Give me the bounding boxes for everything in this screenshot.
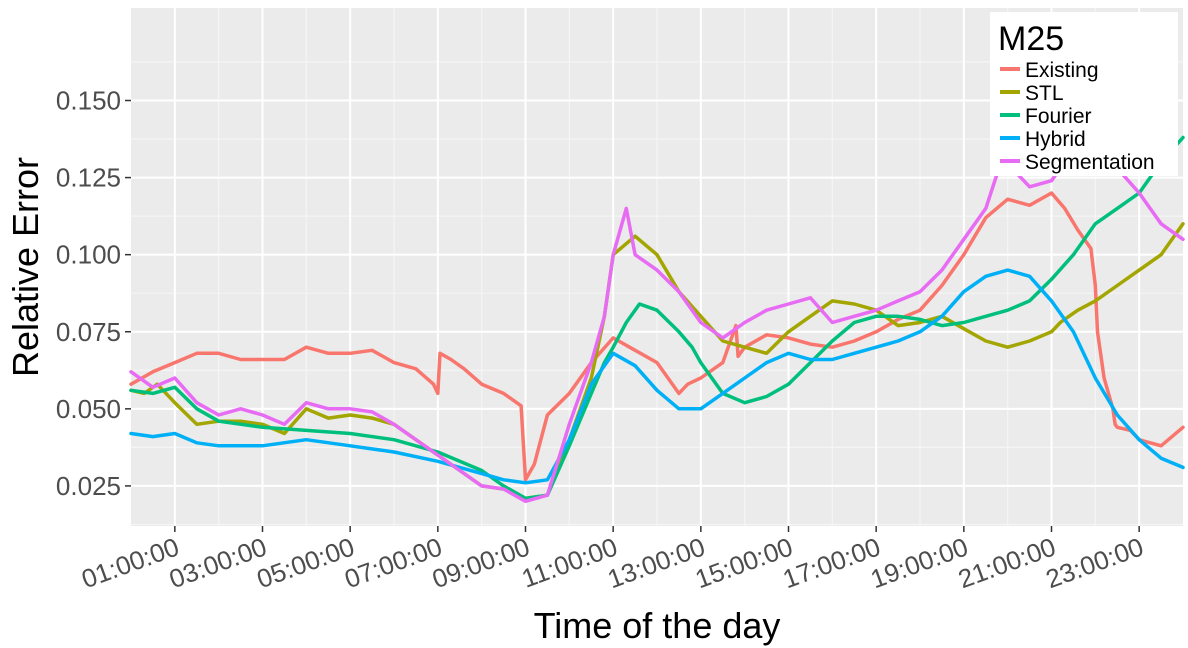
x-tick-label: 01:00:00 xyxy=(78,531,183,594)
y-axis: 0.025 0.050 0.075 0.100 0.125 0.150 xyxy=(56,86,131,501)
series-line-existing xyxy=(129,191,1185,482)
x-tick-label: 05:00:00 xyxy=(253,531,358,594)
legend-label-segmentation: Segmentation xyxy=(1025,151,1155,174)
x-tick-label: 15:00:00 xyxy=(691,531,796,594)
x-tick-label: 21:00:00 xyxy=(954,531,1059,594)
y-tick-label: 0.025 xyxy=(56,471,121,501)
y-tick-label: 0.125 xyxy=(56,163,121,193)
legend-label-stl: STL xyxy=(1025,82,1064,105)
series-lines xyxy=(129,46,1185,504)
grid-minor xyxy=(131,8,1183,526)
legend-background xyxy=(990,12,1178,176)
x-tick-label: 11:00:00 xyxy=(518,531,622,593)
x-axis: 01:00:0003:00:0005:00:0007:00:0009:00:00… xyxy=(78,526,1147,594)
y-axis-title: Relative Error xyxy=(5,157,46,377)
x-tick-label: 03:00:00 xyxy=(165,531,270,594)
x-tick-label: 17:00:00 xyxy=(779,531,884,594)
series-line-stl xyxy=(129,222,1185,501)
x-tick-label: 07:00:00 xyxy=(341,531,446,594)
x-tick-label: 19:00:00 xyxy=(867,531,972,594)
y-tick-label: 0.050 xyxy=(56,394,121,424)
x-tick-label: 09:00:00 xyxy=(428,531,533,594)
x-tick-label: 13:00:00 xyxy=(604,531,709,594)
legend-title: M25 xyxy=(998,20,1064,58)
legend-label-existing: Existing xyxy=(1025,59,1099,82)
x-axis-title: Time of the day xyxy=(534,605,781,646)
y-tick-label: 0.150 xyxy=(56,86,121,116)
legend-label-hybrid: Hybrid xyxy=(1025,128,1086,151)
legend-label-fourier: Fourier xyxy=(1025,105,1092,128)
y-tick-label: 0.075 xyxy=(56,317,121,347)
y-tick-label: 0.100 xyxy=(56,240,121,270)
series-line-hybrid xyxy=(129,268,1185,485)
series-line-fourier xyxy=(129,135,1185,501)
x-tick-label: 23:00:00 xyxy=(1042,531,1147,594)
